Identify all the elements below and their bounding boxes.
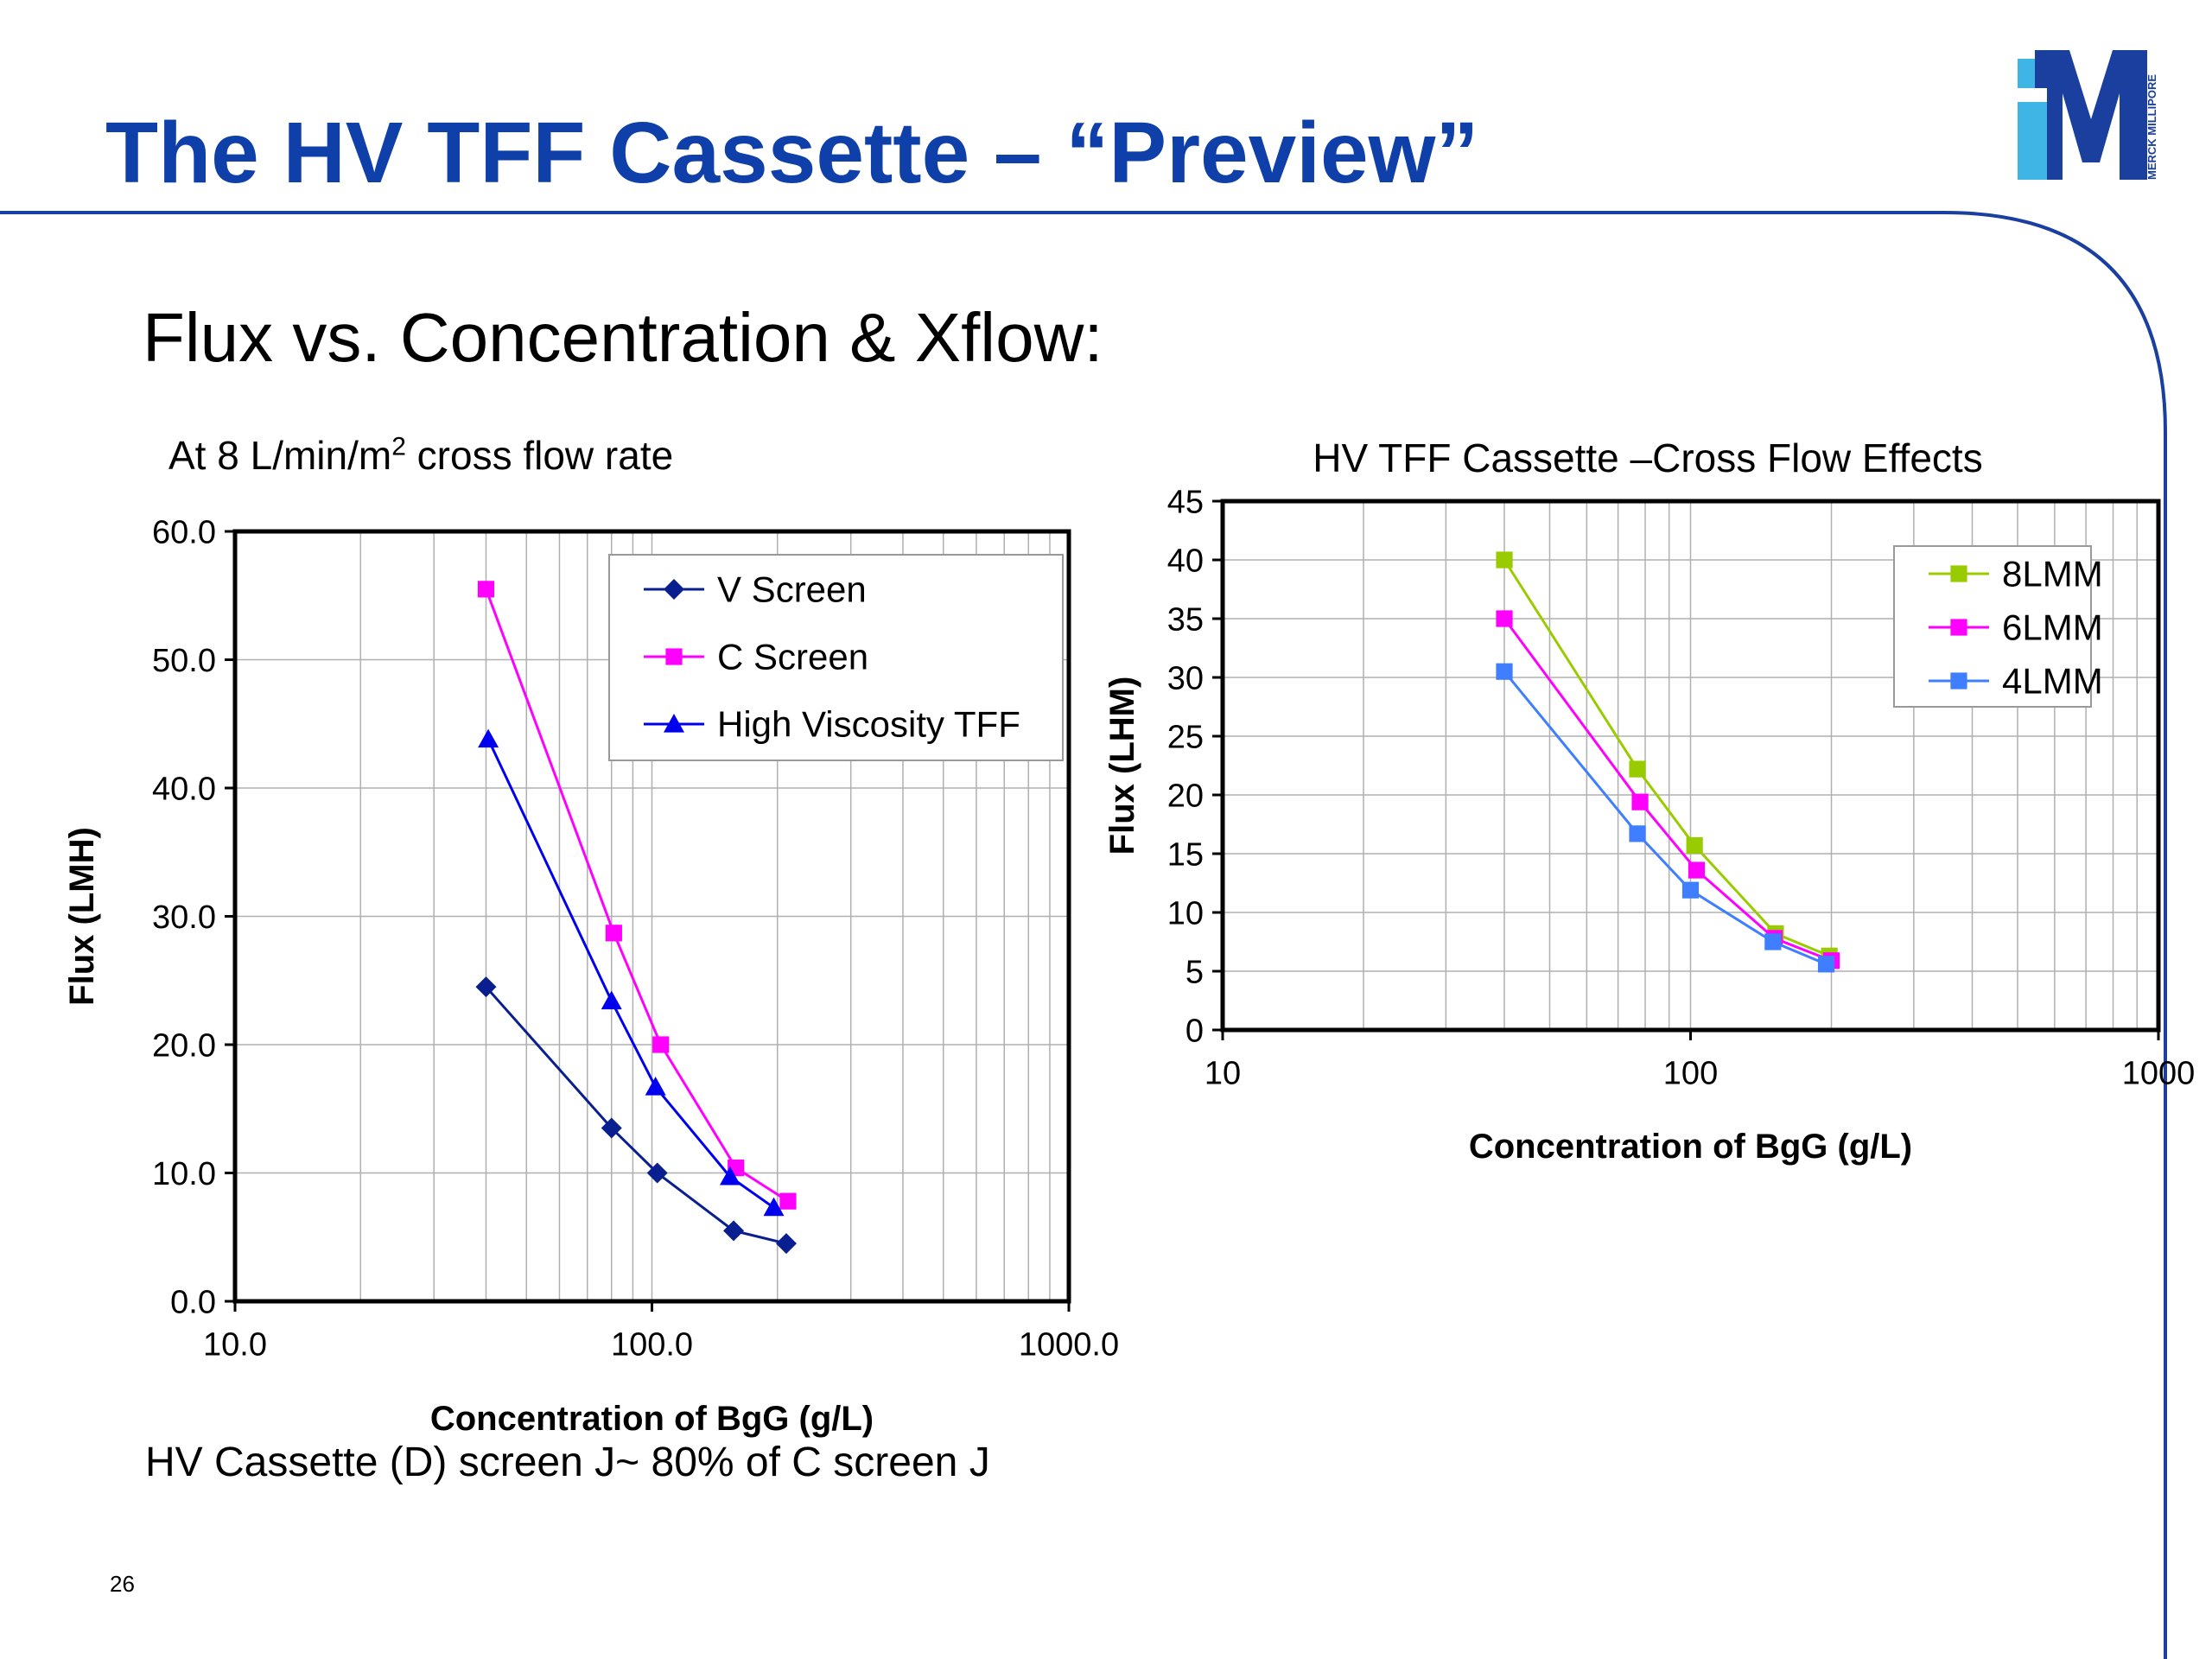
data-point [605,925,622,942]
plot-area-border [1220,499,2161,1033]
y-tick-label: 30.0 [152,899,216,936]
x-axis-label: Concentration of BgG (g/L) [1469,1128,1912,1166]
data-point [646,1162,668,1184]
data-point [1688,861,1706,879]
bottom-note: HV Cassette (D) screen J~ 80% of C scree… [145,1440,990,1485]
y-tick-label: 10.0 [152,1156,216,1192]
series-c-screen [477,581,797,1210]
data-point [1629,825,1646,842]
legend-entry: C Screen [717,637,868,677]
y-tick-label: 20 [1167,778,1204,814]
y-axis-label: Flux (LMH) [63,827,101,1006]
chart-title: HV TFF Cassette –Cross Flow Effects [1313,435,1982,480]
data-point [601,990,622,1010]
y-tick-label: 10 [1167,895,1204,931]
series-6lmm [1496,610,1840,969]
left-chart-caption: At 8 L/min/m2 cross flow rate [168,432,673,479]
slide-title: The HV TFF Cassette – “Preview” [105,105,1479,201]
caption-text-post: cross flow rate [405,433,674,478]
legend-entry: 4LMM [2002,661,2103,702]
series-v-screen [475,976,797,1255]
data-point [601,1117,622,1139]
x-tick-label: 1000 [2122,1056,2196,1092]
data-point [1681,881,1700,899]
data-point [1629,760,1646,778]
legend-entry: High Viscosity TFF [717,704,1020,745]
series-high-viscosity-tff [478,728,785,1217]
merck-millipore-logo: MERCK MILLIPORE [2018,50,2158,180]
y-tick-label: 20.0 [152,1027,216,1064]
legend-marker [664,579,684,600]
y-tick-label: 40.0 [152,771,216,807]
x-tick-label: 10.0 [203,1327,267,1363]
data-point [775,1233,797,1255]
data-point [478,728,499,748]
caption-text-pre: At 8 L/min/m [168,433,392,478]
y-tick-label: 25 [1167,719,1204,755]
logo-text: MERCK MILLIPORE [2145,74,2158,180]
x-tick-label: 10 [1205,1056,1241,1092]
y-tick-label: 45 [1167,484,1204,520]
data-point [763,1197,785,1217]
plot-area-border [232,529,1071,1304]
data-point [1631,793,1649,810]
data-point [1496,610,1513,627]
legend-marker [664,714,684,733]
data-point [723,1220,745,1242]
legend-entry: 6LMM [2002,607,2103,648]
legend-marker [665,648,683,665]
data-point [477,581,495,598]
series-line [1503,618,1833,963]
y-tick-label: 30 [1167,660,1204,696]
caption-superscript: 2 [391,432,406,461]
series-8lmm [1496,551,1838,964]
y-tick-label: 5 [1185,954,1204,990]
y-tick-label: 0.0 [170,1284,216,1320]
legend-entry: 8LMM [2002,554,2103,594]
y-axis-label: Flux (LHM) [1103,677,1141,855]
legend-marker [1950,619,1967,636]
legend: 8LMM 6LMM 4LMM [1893,545,2103,708]
data-point [1764,933,1782,950]
y-tick-label: 0 [1185,1013,1204,1049]
legend-box [1893,545,2092,708]
page-number: 26 [110,1571,135,1597]
x-tick-label: 1000.0 [1019,1327,1119,1363]
legend-marker [1950,565,1967,582]
data-point [1686,836,1703,855]
data-point [475,976,497,998]
x-axis-label: Concentration of BgG (g/L) [430,1400,874,1438]
y-tick-label: 40 [1167,543,1204,579]
series-line [1503,671,1827,966]
legend: V Screen C Screen High Viscosity TFF [608,554,1064,761]
slide-subtitle: Flux vs. Concentration & Xflow: [143,299,1103,376]
y-tick-label: 35 [1167,601,1204,638]
data-point [1496,663,1513,680]
x-tick-label: 100.0 [611,1327,693,1363]
legend-marker [1950,672,1967,690]
data-point [719,1166,741,1185]
y-tick-label: 60.0 [152,514,216,550]
y-tick-label: 50.0 [152,643,216,679]
data-point [645,1077,666,1096]
data-point [1496,551,1513,569]
data-point [1817,956,1835,973]
legend-entry: V Screen [717,569,867,610]
data-point [652,1036,670,1053]
series-4lmm [1496,663,1835,973]
y-tick-label: 15 [1167,836,1204,873]
data-point [779,1192,797,1210]
x-tick-label: 100 [1663,1056,1718,1092]
